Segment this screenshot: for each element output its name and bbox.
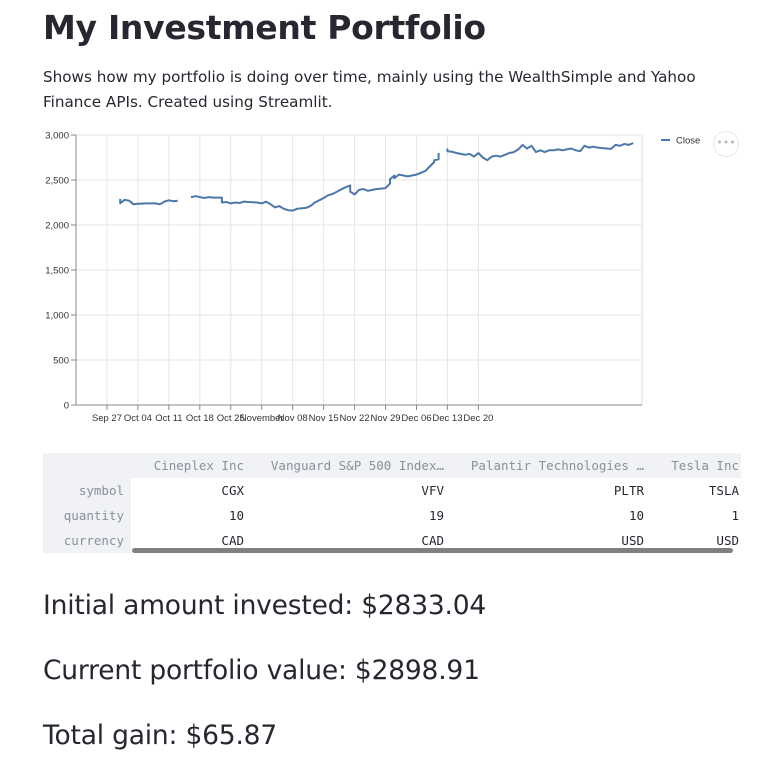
table-cell[interactable]: 10 [131, 503, 246, 528]
table-cell[interactable]: 1 [646, 503, 741, 528]
chart-menu-button[interactable]: ••• [713, 131, 739, 157]
table-horizontal-scrollbar[interactable] [132, 548, 733, 553]
chart-legend: Close [661, 136, 700, 147]
y-tick-label: 1,500 [45, 266, 69, 277]
row-header: quantity [43, 503, 131, 528]
table-cell[interactable]: VFV [246, 478, 446, 503]
row-header: currency [43, 528, 131, 553]
series-line-segment[interactable] [119, 198, 178, 206]
total-gain-text: Total gain: $65.87 [43, 720, 278, 751]
x-tick-label: Dec 06 [401, 413, 431, 424]
current-value-text: Current portfolio value: $2898.91 [43, 655, 480, 686]
page-title: My Investment Portfolio [43, 8, 486, 47]
x-tick-label: Oct 25 [217, 413, 245, 424]
y-tick-label: 3,000 [45, 131, 69, 142]
table-cell[interactable]: TSLA [646, 478, 741, 503]
x-tick-label: Nov 22 [340, 413, 370, 424]
y-tick-label: 500 [53, 356, 69, 367]
page-description: Shows how my portfolio is doing over tim… [43, 68, 696, 111]
chart-series [119, 142, 634, 212]
initial-investment-text: Initial amount invested: $2833.04 [43, 590, 487, 621]
table-row: quantity 10 19 10 1 [43, 503, 741, 528]
y-tick-label: 2,500 [45, 176, 69, 187]
x-tick-label: Sep 27 [92, 413, 122, 424]
column-header[interactable]: Vanguard S&P 500 Index… [246, 453, 446, 478]
table-header-row: Cineplex Inc Vanguard S&P 500 Index… Pal… [43, 453, 741, 478]
chart-grid [75, 134, 643, 406]
x-tick-label: Nov 29 [370, 413, 400, 424]
column-header[interactable]: Cineplex Inc [131, 453, 246, 478]
column-header[interactable]: Tesla Inc [646, 453, 741, 478]
x-tick-label: Nov 08 [278, 413, 308, 424]
x-tick-label: Dec 20 [463, 413, 493, 424]
row-header: symbol [43, 478, 131, 503]
series-line-segment[interactable] [190, 153, 440, 212]
legend-label: Close [676, 136, 700, 147]
table-row: symbol CGX VFV PLTR TSLA [43, 478, 741, 503]
table-cell[interactable]: 19 [246, 503, 446, 528]
table-corner [43, 453, 131, 478]
y-tick-label: 2,000 [45, 221, 69, 232]
x-tick-label: Oct 18 [186, 413, 214, 424]
x-tick-label: Nov 15 [309, 413, 339, 424]
chart-axes: 0 500 1,000 1,500 2,000 2,500 3,000 Sep 27 Oct 0… [45, 131, 642, 424]
y-tick-label: 0 [64, 401, 69, 412]
x-tick-label: Oct 04 [124, 413, 152, 424]
table-cell[interactable]: PLTR [446, 478, 646, 503]
portfolio-line-chart[interactable]: 0 500 1,000 1,500 2,000 2,500 3,000 Sep 27 Oct 0… [0, 125, 764, 430]
column-header[interactable]: Palantir Technologies … [446, 453, 646, 478]
x-tick-label: Dec 13 [432, 413, 462, 424]
table-cell[interactable]: 10 [446, 503, 646, 528]
series-line-segment[interactable] [446, 142, 634, 162]
x-tick-label: November [240, 413, 284, 424]
x-tick-label: Oct 11 [155, 413, 182, 424]
y-tick-label: 1,000 [45, 311, 69, 322]
holdings-table[interactable]: Cineplex Inc Vanguard S&P 500 Index… Pal… [43, 453, 741, 553]
table-cell[interactable]: CGX [131, 478, 246, 503]
